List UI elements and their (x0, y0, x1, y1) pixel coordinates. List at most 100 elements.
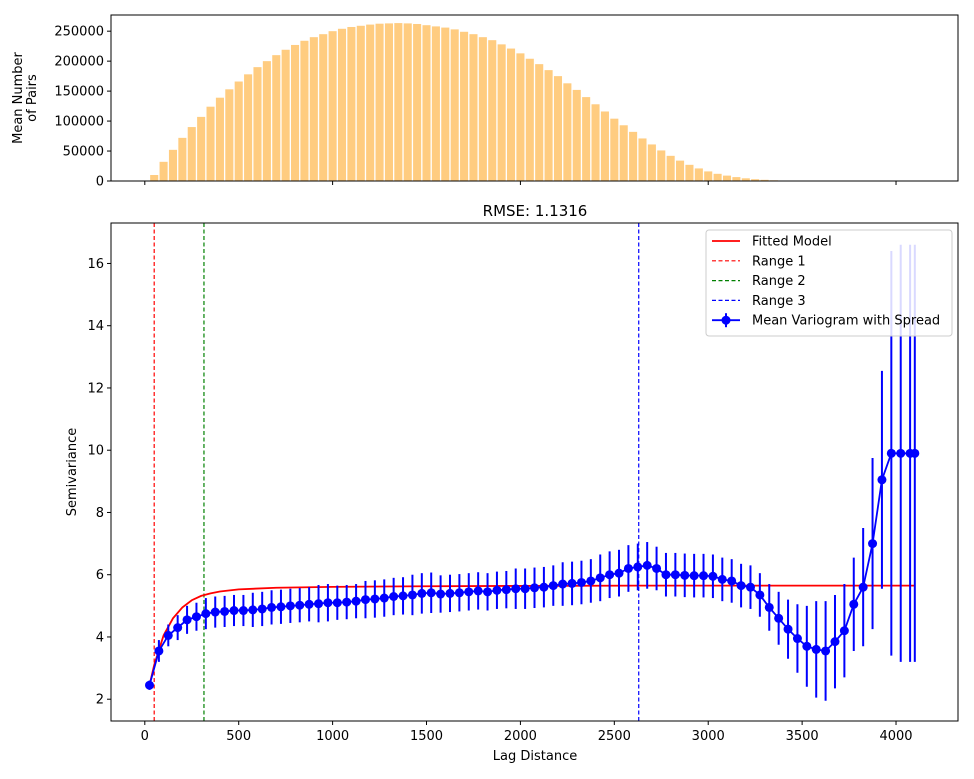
mean-variogram-point (182, 615, 192, 625)
variogram-plot-area (145, 223, 920, 721)
pair-count-bar (309, 37, 318, 181)
variogram-title: RMSE: 1.1316 (483, 202, 588, 220)
mean-variogram-point (623, 563, 633, 573)
pair-count-bar (741, 178, 750, 181)
pair-count-bar (197, 116, 206, 181)
y-tick-label: 6 (96, 568, 104, 583)
mean-variogram-point (670, 570, 680, 580)
mean-variogram-point (295, 600, 305, 610)
pair-count-bar (553, 76, 563, 181)
y-tick-label: 4 (96, 630, 104, 645)
pair-count-bar (366, 24, 375, 182)
legend-box (705, 229, 953, 337)
pair-count-bar (610, 118, 619, 181)
pair-count-bar (150, 175, 159, 181)
pair-count-bar (234, 81, 243, 181)
y-tick-label: 10 (87, 444, 104, 459)
pair-count-bar (638, 138, 647, 181)
mean-variogram-point (173, 623, 183, 633)
pair-count-bar (647, 144, 656, 181)
mean-variogram-point (642, 560, 652, 570)
pair-count-bar (300, 40, 309, 181)
mean-variogram-point (830, 637, 840, 647)
y-tick-label: 150000 (54, 85, 104, 100)
pair-count-bar (384, 23, 393, 181)
mean-variogram-point (558, 579, 568, 589)
pair-count-bar (272, 55, 281, 181)
pair-count-bar (572, 89, 581, 181)
mean-variogram-point (548, 581, 558, 591)
pair-count-bar (244, 74, 253, 181)
y-tick-label: 250000 (54, 25, 104, 40)
mean-variogram-point (839, 626, 849, 636)
pairs-ylabel-line-2: of Pairs (25, 74, 40, 122)
legend: Fitted Model Range 1 Range 2 Range 3 Mean Va… (705, 229, 953, 337)
x-tick-label: 1500 (410, 729, 443, 744)
mean-variogram-point (764, 602, 774, 612)
mean-variogram-point (379, 593, 389, 603)
mean-variogram-point (614, 568, 624, 578)
mean-variogram-point (699, 571, 709, 581)
variogram-y-ticks: 2 4 6 8 10 12 14 16 (87, 257, 111, 708)
pair-count-bar (629, 131, 638, 181)
legend-label: Mean Variogram with Spread (752, 314, 940, 329)
mean-variogram-point (360, 595, 370, 605)
y-tick-label: 50000 (63, 145, 104, 160)
pair-count-bar (413, 23, 422, 181)
mean-variogram-point (774, 613, 784, 623)
mean-variogram-point (717, 574, 727, 584)
mean-variogram-point (163, 630, 173, 640)
mean-variogram-point (755, 590, 765, 600)
mean-variogram-point (896, 448, 906, 458)
mean-variogram-point (342, 597, 352, 607)
mean-variogram-point (483, 587, 493, 597)
mean-variogram-point (520, 584, 530, 594)
pair-count-bar (563, 83, 572, 181)
mean-variogram-point (351, 596, 361, 606)
pair-count-bar (450, 29, 459, 181)
legend-item: Range 2 (712, 274, 806, 289)
pair-count-bar (215, 97, 224, 181)
x-tick-label: 0 (141, 729, 149, 744)
mean-variogram-point (210, 607, 220, 617)
pair-count-bar (168, 149, 178, 181)
pair-count-bar (591, 104, 600, 181)
mean-variogram-point (680, 570, 690, 580)
x-tick-label: 2000 (504, 729, 537, 744)
mean-variogram-point (257, 604, 267, 614)
pair-count-bar (225, 89, 234, 181)
mean-variogram-point (633, 562, 643, 572)
pairs-y-ticks: 0 50000 100000 150000 200000 250000 (54, 25, 111, 190)
mean-variogram-point (661, 570, 671, 580)
y-tick-label: 16 (87, 257, 104, 272)
mean-variogram-point (445, 588, 455, 598)
mean-variogram-point (454, 588, 464, 598)
y-tick-label: 12 (87, 381, 104, 396)
mean-variogram-point (248, 605, 258, 615)
pair-count-bar (704, 171, 713, 181)
mean-variogram-point (304, 599, 314, 609)
y-tick-label: 2 (96, 693, 104, 708)
x-tick-label: 500 (226, 729, 251, 744)
mean-variogram-point (910, 448, 920, 458)
y-tick-label: 8 (96, 506, 104, 521)
pair-count-bar (375, 23, 384, 181)
mean-variogram-point (586, 576, 596, 586)
pair-count-bar (291, 44, 300, 182)
mean-variogram-point (736, 581, 746, 591)
mean-variogram-point (314, 599, 324, 609)
pair-count-bar (356, 25, 365, 181)
variogram-ylabel: Semivariance (65, 428, 80, 517)
mean-variogram-point (849, 599, 859, 609)
y-tick-label: 14 (87, 319, 104, 334)
variogram-plot-frame (110, 222, 959, 722)
mean-variogram-point (886, 448, 896, 458)
pair-count-bar (394, 23, 403, 182)
legend-item: Mean Variogram with Spread (712, 313, 940, 329)
mean-variogram-point (539, 582, 549, 592)
pair-count-bar (403, 23, 412, 181)
y-tick-label: 100000 (54, 115, 104, 130)
pair-count-bar (685, 164, 694, 181)
mean-variogram-point (389, 592, 399, 601)
mean-variogram-point (595, 573, 605, 583)
